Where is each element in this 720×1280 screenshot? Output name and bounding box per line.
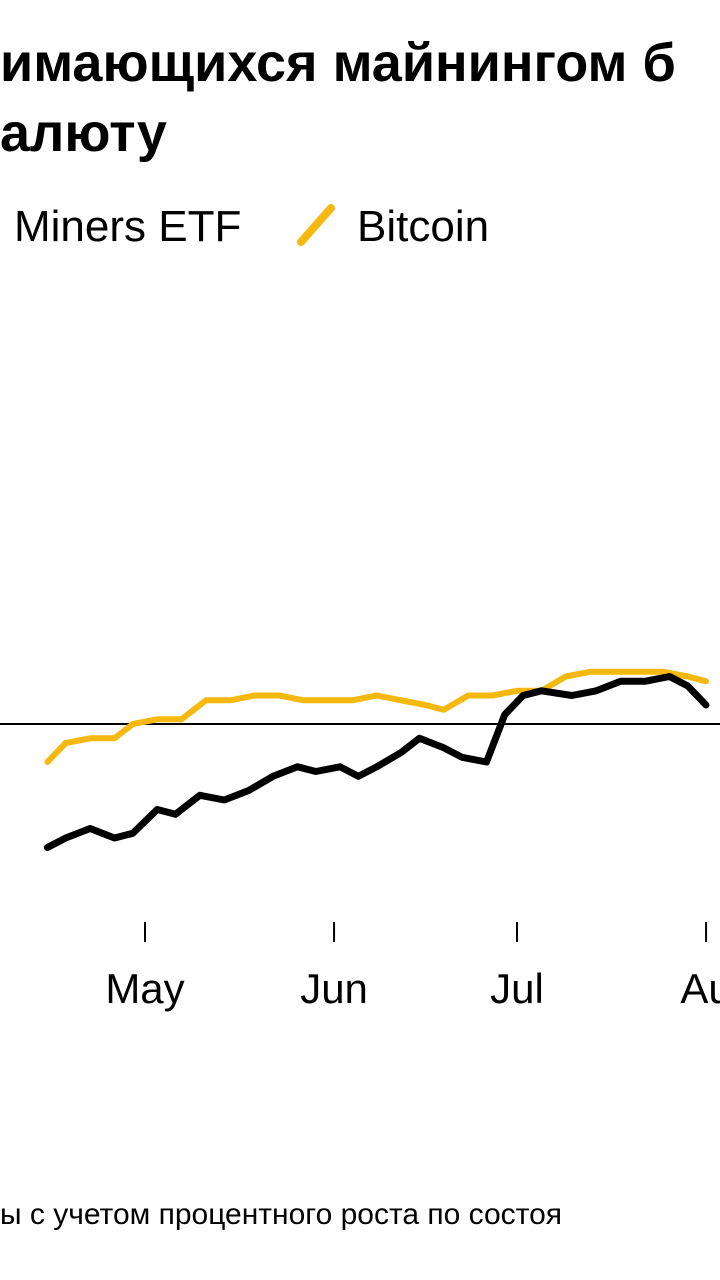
line-chart: May Jun Jul Au xyxy=(0,668,720,1012)
legend: Miners ETF Bitcoin xyxy=(0,200,720,254)
chart-title-line-2: алюту xyxy=(0,103,167,163)
series-line-bitcoin xyxy=(44,668,709,765)
legend-label-miners-etf: Miners ETF xyxy=(14,202,242,251)
chart-title: имающихся майнингом б алюту xyxy=(0,28,720,168)
chart-title-line-1: имающихся майнингом б xyxy=(0,33,676,93)
x-tick-label-aug: Au xyxy=(680,965,720,1012)
x-tick-label-may: May xyxy=(105,965,184,1012)
x-tick-label-jul: Jul xyxy=(490,965,544,1012)
x-tick-label-jun: Jun xyxy=(300,965,368,1012)
legend-label-bitcoin: Bitcoin xyxy=(357,202,490,251)
series-line-miners-etf xyxy=(43,673,710,851)
slash-line-icon xyxy=(297,204,335,246)
footnote: ы с учетом процентного роста по состоя xyxy=(0,1198,563,1231)
